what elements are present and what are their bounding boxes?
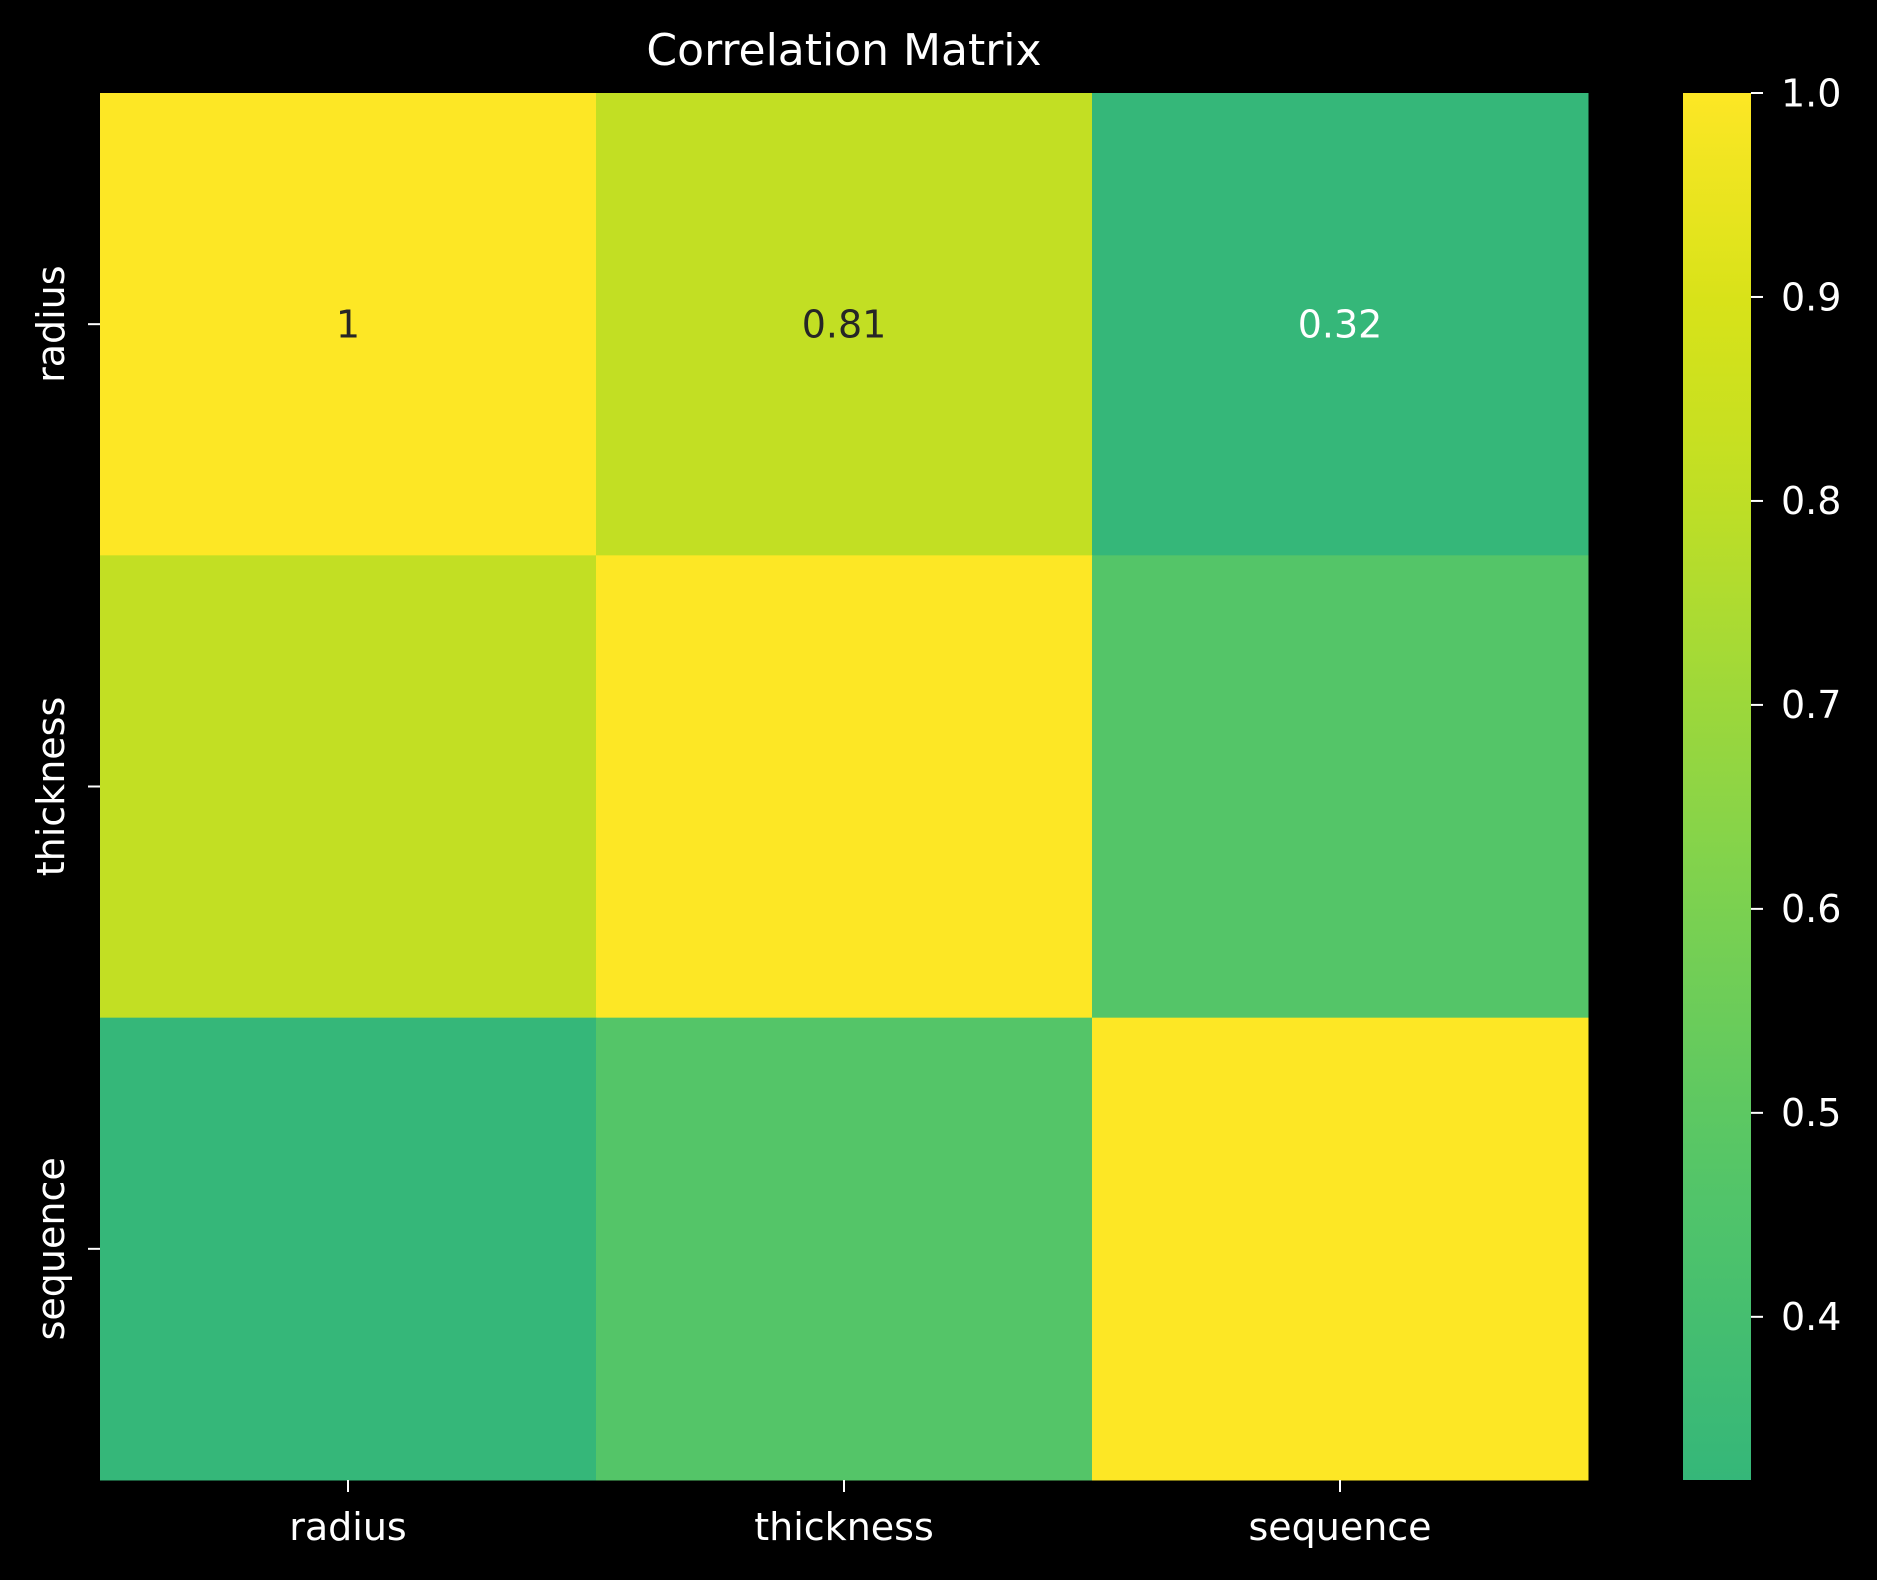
x-tick-label: thickness	[754, 1505, 934, 1549]
heatmap-cells	[100, 93, 1589, 1481]
heatmap-cell-sequence-thickness	[596, 1017, 1093, 1481]
cell-annotations: 1 0.81 0.32	[336, 302, 1382, 346]
x-axis: radius thickness sequence	[289, 1480, 1432, 1549]
chart-title: Correlation Matrix	[646, 25, 1041, 76]
x-tick-label: radius	[289, 1505, 406, 1549]
cell-annotation: 0.32	[1298, 302, 1383, 346]
cell-annotation: 0.81	[802, 302, 887, 346]
colorbar-tick-label: 0.5	[1781, 1091, 1841, 1135]
colorbar-tick-label: 0.4	[1781, 1295, 1841, 1339]
y-tick-label: thickness	[29, 697, 73, 877]
heatmap-cell-radius-sequence	[1092, 93, 1589, 556]
y-axis: radius thickness sequence	[29, 265, 100, 1340]
heatmap-cell-thickness-thickness	[596, 555, 1093, 1019]
x-tick-label: sequence	[1248, 1505, 1431, 1549]
heatmap-cell-radius-radius	[100, 93, 597, 556]
heatmap-cell-sequence-sequence	[1092, 1017, 1589, 1481]
colorbar-tick-label: 0.7	[1781, 683, 1841, 727]
colorbar-tick-label: 0.8	[1781, 479, 1841, 523]
colorbar-tick-label: 1.0	[1781, 71, 1841, 115]
heatmap-cell-thickness-radius	[100, 555, 597, 1019]
y-tick-label: sequence	[29, 1157, 73, 1340]
heatmap-cell-sequence-radius	[100, 1017, 597, 1481]
cell-annotation: 1	[336, 302, 360, 346]
heatmap-cell-thickness-sequence	[1092, 555, 1589, 1019]
colorbar-tick-label: 0.6	[1781, 887, 1841, 931]
colorbar-tick-label: 0.9	[1781, 275, 1841, 319]
colorbar-ticks: 0.4 0.5 0.6 0.7 0.8 0.9 1.0	[1751, 71, 1841, 1339]
y-tick-label: radius	[29, 265, 73, 382]
colorbar	[1683, 93, 1751, 1480]
heatmap-cell-radius-thickness	[596, 93, 1093, 556]
